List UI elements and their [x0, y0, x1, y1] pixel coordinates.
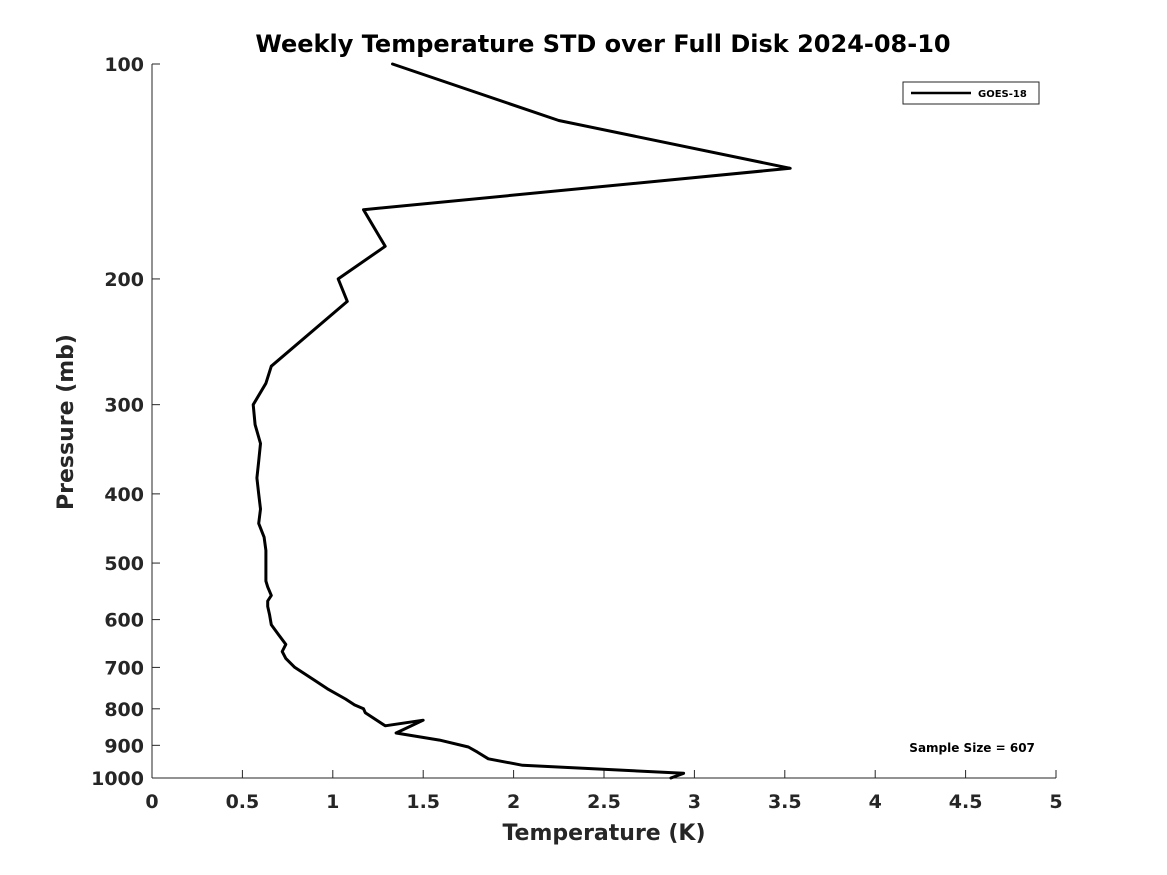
x-axis-ticks: 0 0.5 1 1.5 2 2.5 3 3.5 4 4.5 5 [145, 770, 1063, 813]
x-tick-label: 5 [1049, 791, 1062, 813]
x-tick-label: 4.5 [949, 791, 983, 813]
y-tick-label: 600 [104, 610, 144, 632]
y-tick-label: 200 [104, 269, 144, 291]
y-tick-label: 800 [104, 699, 144, 721]
plot-area: 0 0.5 1 1.5 2 2.5 3 3.5 4 4.5 5 100 200 300 400 500 600… [91, 54, 1063, 813]
y-tick-label: 100 [104, 54, 144, 76]
x-tick-label: 0.5 [226, 791, 260, 813]
x-tick-label: 0 [145, 791, 158, 813]
x-tick-label: 3.5 [768, 791, 802, 813]
y-axis-ticks: 100 200 300 400 500 600 700 800 900 1000 [91, 54, 160, 790]
y-tick-label: 1000 [91, 768, 144, 790]
series-layer [251, 62, 792, 780]
y-axis-label: Pressure (mb) [54, 334, 79, 510]
y-tick-label: 500 [104, 553, 144, 575]
legend: GOES-18 [902, 81, 1040, 105]
x-tick-label: 4 [869, 791, 882, 813]
legend-label-goes-18: GOES-18 [978, 89, 1027, 100]
x-tick-label: 2 [507, 791, 520, 813]
series-line-goes-18 [251, 62, 792, 780]
x-tick-label: 1 [326, 791, 339, 813]
x-tick-label: 1.5 [406, 791, 440, 813]
x-tick-label: 2.5 [587, 791, 621, 813]
y-tick-label: 700 [104, 657, 144, 679]
chart-title: Weekly Temperature STD over Full Disk 20… [255, 30, 950, 58]
y-tick-label: 300 [104, 395, 144, 417]
y-tick-label: 900 [104, 735, 144, 757]
x-tick-label: 3 [688, 791, 701, 813]
y-tick-label: 400 [104, 484, 144, 506]
sample-size-annotation: Sample Size = 607 [909, 741, 1035, 755]
x-axis-label: Temperature (K) [502, 821, 705, 846]
